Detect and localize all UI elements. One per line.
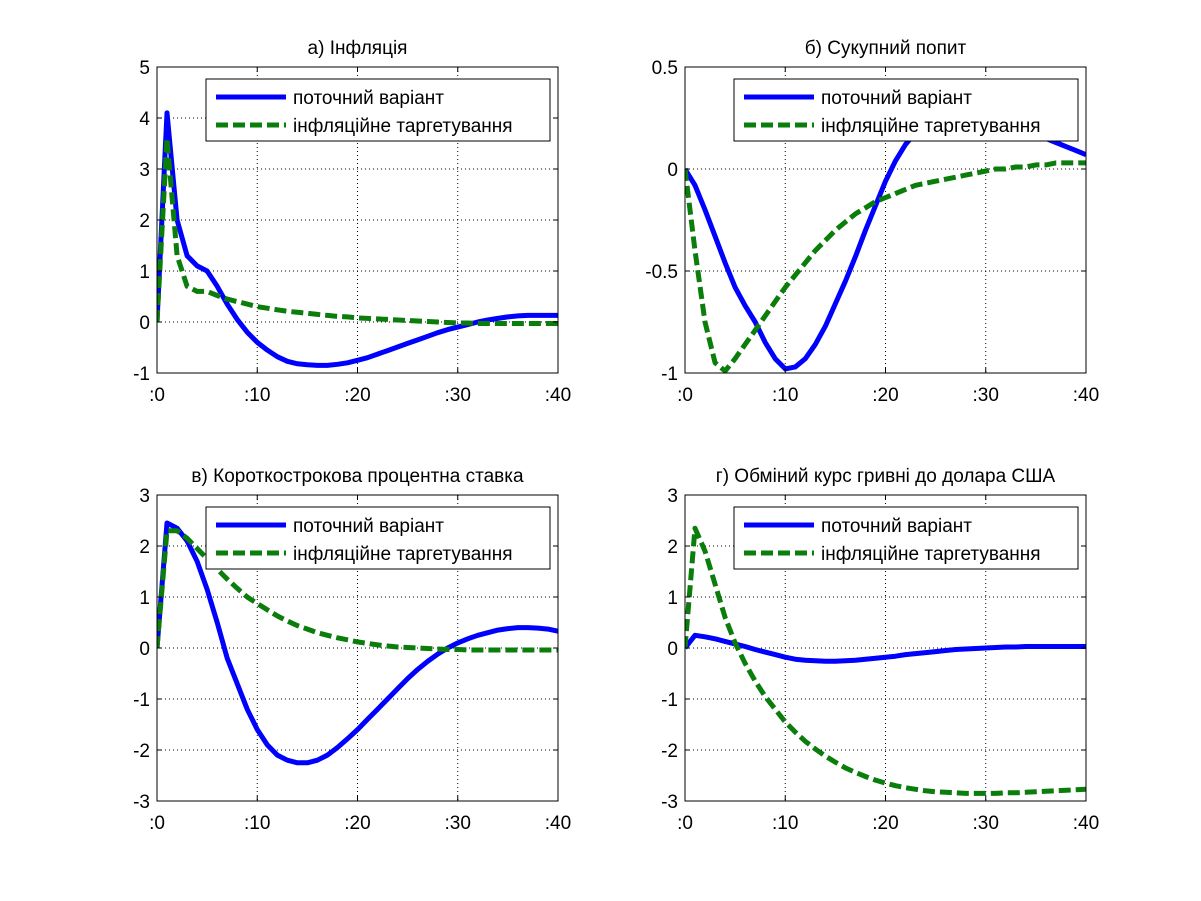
x-tick-label: :0: [149, 385, 165, 406]
chart-panel-1: :0 :10 :20 :30 :40 -1 -0.5 0 0.5 б) Сукупний попи…: [645, 38, 1099, 406]
chart-panel-0: :0 :10 :20 :30 :40 -1 0 1 2 3 4 5 а) Інфляція поточни…: [133, 38, 571, 406]
legend-box: [733, 78, 1079, 142]
x-tick-label: :20: [344, 813, 370, 834]
chart-panel-3: :0 :10 :20 :30 :40 -3 -2 -1 0 1 2 3 г) Обміний курс …: [661, 466, 1099, 834]
y-tick-label: 3: [139, 486, 150, 507]
y-tick-label: 4: [139, 109, 150, 130]
legend: поточний варіант інфляційне таргетування: [205, 78, 551, 142]
y-tick-label: 1: [667, 588, 678, 609]
series-line-inflation-targeting: [157, 528, 558, 653]
x-tick-label: :10: [772, 813, 798, 834]
x-tick-label: :30: [973, 813, 999, 834]
x-tick-label: :40: [545, 385, 571, 406]
y-tick-label: 0: [667, 160, 678, 181]
y-tick-label: 0: [139, 313, 150, 334]
y-tick-label: 5: [139, 58, 150, 79]
y-tick-label: 3: [139, 160, 150, 181]
x-tick-label: :10: [244, 813, 270, 834]
y-tick-label: 0: [139, 639, 150, 660]
legend-label: інфляційне таргетування: [821, 116, 1041, 137]
x-tick-label: :10: [772, 385, 798, 406]
legend: поточний варіант інфляційне таргетування: [733, 78, 1079, 142]
series-line-current-variant: [157, 520, 558, 766]
legend-label: поточний варіант: [821, 88, 972, 109]
y-tick-label: 2: [139, 537, 150, 558]
legend-label: інфляційне таргетування: [293, 544, 513, 565]
y-tick-label: 3: [667, 486, 678, 507]
chart-title: б) Сукупний попит: [805, 38, 967, 59]
y-tick-label: -3: [661, 792, 678, 813]
chart-title: г) Обміний курс гривні до долара США: [716, 466, 1056, 487]
y-tick-label: -0.5: [645, 262, 678, 283]
legend-label: поточний варіант: [293, 516, 444, 537]
x-tick-label: :20: [872, 813, 898, 834]
x-tick-label: :30: [973, 385, 999, 406]
y-tick-label: 2: [139, 211, 150, 232]
x-tick-label: :40: [1073, 385, 1099, 406]
y-tick-label: -3: [133, 792, 150, 813]
legend-label: поточний варіант: [821, 516, 972, 537]
y-tick-label: -2: [133, 741, 150, 762]
legend-box: [205, 78, 551, 142]
legend-label: інфляційне таргетування: [821, 544, 1041, 565]
y-tick-label: 0: [667, 639, 678, 660]
series-line-current-variant: [157, 110, 558, 368]
x-tick-label: :40: [1073, 813, 1099, 834]
y-tick-label: -1: [133, 690, 150, 711]
chart-title: а) Інфляція: [308, 38, 408, 59]
y-tick-label: -1: [661, 364, 678, 385]
y-tick-label: 2: [667, 537, 678, 558]
legend-box: [205, 506, 551, 570]
legend: поточний варіант інфляційне таргетування: [205, 506, 551, 570]
series-line-inflation-targeting: [685, 160, 1086, 373]
x-tick-label: :0: [677, 385, 693, 406]
x-tick-label: :10: [244, 385, 270, 406]
x-tick-label: :0: [149, 813, 165, 834]
x-tick-label: :20: [872, 385, 898, 406]
y-tick-label: -2: [661, 741, 678, 762]
x-tick-label: :40: [545, 813, 571, 834]
y-tick-label: -1: [133, 364, 150, 385]
chart-panel-2: :0 :10 :20 :30 :40 -3 -2 -1 0 1 2 3 в) Короткостроко…: [133, 466, 571, 834]
series-line-inflation-targeting: [685, 525, 1086, 796]
y-tick-label: 0.5: [652, 58, 678, 79]
legend-label: поточний варіант: [293, 88, 444, 109]
y-tick-label: 1: [139, 262, 150, 283]
series-line-current-variant: [685, 632, 1086, 664]
y-tick-label: 1: [139, 588, 150, 609]
y-tick-label: -1: [661, 690, 678, 711]
x-tick-label: :0: [677, 813, 693, 834]
x-tick-label: :20: [344, 385, 370, 406]
x-tick-label: :30: [445, 813, 471, 834]
legend: поточний варіант інфляційне таргетування: [733, 506, 1079, 570]
legend-label: інфляційне таргетування: [293, 116, 513, 137]
legend-box: [733, 506, 1079, 570]
x-tick-label: :30: [445, 385, 471, 406]
chart-title: в) Короткострокова процентна ставка: [191, 466, 524, 487]
